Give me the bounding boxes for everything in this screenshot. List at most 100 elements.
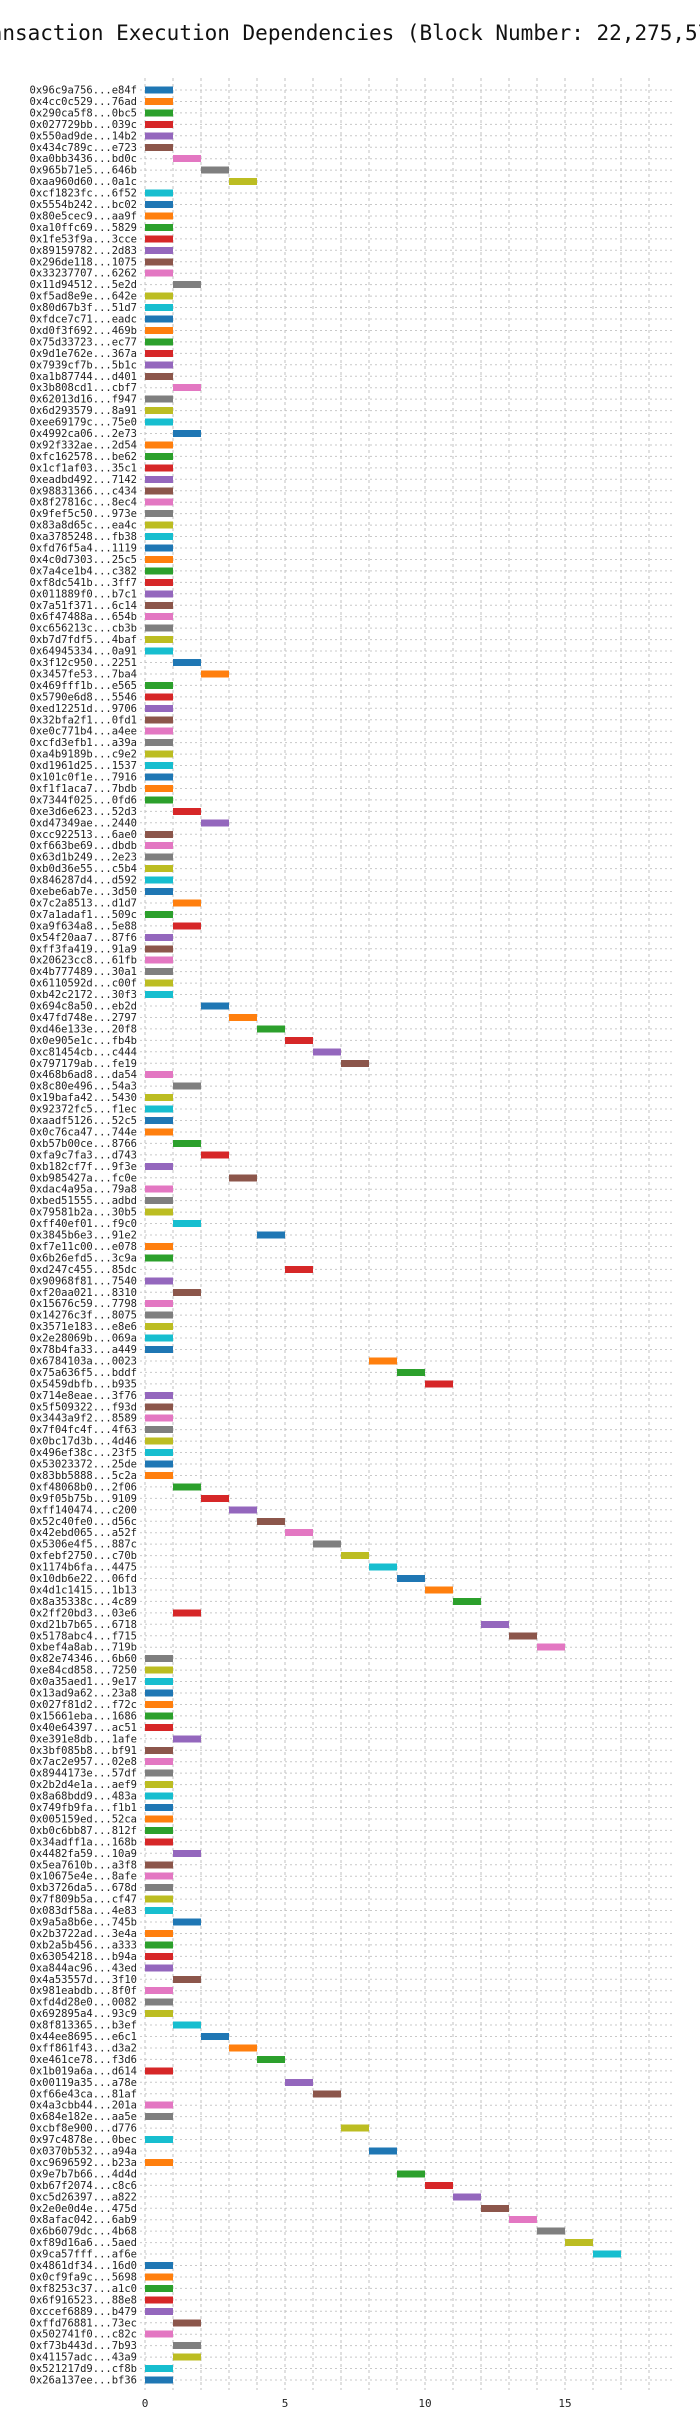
bar — [145, 910, 173, 918]
y-tick-label: 0xd47349ae...2440 — [30, 817, 137, 829]
y-tick-label: 0x5790e6d8...5546 — [30, 691, 137, 703]
bar — [173, 1849, 201, 1857]
bar — [145, 613, 173, 621]
bar — [145, 2136, 173, 2144]
y-tick-label: 0x749fb9fa...f1b1 — [30, 1802, 137, 1814]
y-tick-label: 0x7f04fc4f...4f63 — [30, 1424, 137, 1436]
y-tick-label: 0xe84cd858...7250 — [30, 1665, 137, 1677]
bar — [145, 567, 173, 575]
x-tick-label: 0 — [142, 2397, 149, 2410]
bar — [145, 681, 173, 689]
bar — [173, 659, 201, 666]
y-tick-label: 0xb67f2074...c8c6 — [30, 2180, 137, 2192]
bar — [145, 555, 173, 563]
bar — [173, 807, 201, 815]
bar — [145, 991, 173, 999]
y-tick-label: 0xb182cf7f...9f3e — [30, 1161, 137, 1173]
bar — [285, 2078, 313, 2086]
bar — [537, 1643, 565, 1651]
bar — [145, 326, 173, 334]
bar — [145, 349, 173, 357]
bar — [201, 670, 229, 678]
y-tick-label: 0x290ca5f8...0bc5 — [30, 107, 137, 119]
bar — [145, 1815, 173, 1823]
bar — [425, 1380, 453, 1388]
y-tick-label: 0xd1961d25...1537 — [30, 760, 137, 772]
y-tick-label: 0xffd76881...73ec — [30, 2317, 137, 2329]
bar — [145, 1689, 173, 1697]
horizontal-gridlines — [140, 89, 672, 2381]
bar — [145, 956, 173, 964]
y-tick-label: 0xf66e43ca...81af — [30, 2088, 137, 2100]
bar — [145, 201, 173, 208]
y-tick-label: 0x496ef38c...23f5 — [30, 1447, 137, 1459]
y-tick-label: 0x8f813365...b3ef — [30, 2020, 137, 2032]
bar — [145, 452, 173, 460]
bar — [481, 2204, 509, 2212]
bar — [145, 1185, 173, 1193]
bar — [145, 2376, 173, 2384]
y-tick-label: 0x965b71e5...646b — [30, 165, 137, 177]
bar — [145, 2113, 173, 2121]
y-tick-label: 0x8afac042...6ab9 — [30, 2214, 137, 2226]
bar — [145, 2101, 173, 2109]
y-tick-label: 0x53023372...25de — [30, 1459, 137, 1471]
bar — [145, 762, 173, 770]
y-tick-labels: 0x96c9a756...e84f0x4cc0c529...76ad0x290c… — [30, 85, 137, 2387]
bar — [145, 601, 173, 609]
bar — [145, 1242, 173, 1250]
y-tick-label: 0xe3d6e623...52d3 — [30, 806, 137, 818]
y-tick-label: 0x6b26efd5...3c9a — [30, 1252, 137, 1264]
y-tick-label: 0x5f509322...f93d — [30, 1401, 137, 1413]
y-tick-label: 0x692895a4...93c9 — [30, 2008, 137, 2020]
bar — [173, 1139, 201, 1147]
bar — [173, 899, 201, 907]
bar — [145, 1884, 173, 1892]
bar — [397, 1575, 425, 1582]
bar — [145, 2296, 173, 2304]
y-tick-label: 0x3845b6e3...91e2 — [30, 1230, 137, 1242]
y-tick-label: 0xfebf2750...c70b — [30, 1550, 137, 1562]
bar — [425, 2181, 453, 2189]
y-tick-label: 0x7a4ce1b4...c382 — [30, 565, 137, 577]
y-tick-label: 0xa0bb3436...bd0c — [30, 153, 137, 165]
bar — [145, 1907, 173, 1915]
y-tick-label: 0x92372fc5...f1ec — [30, 1104, 137, 1116]
bar — [145, 1655, 173, 1663]
y-tick-label: 0x981eabdb...8f0f — [30, 1985, 137, 1997]
y-tick-label: 0x3571e183...e8e6 — [30, 1321, 137, 1333]
y-tick-label: 0x9ca57fff...af6e — [30, 2249, 137, 2261]
bar — [145, 1746, 173, 1754]
y-tick-label: 0x4d1c1415...1b13 — [30, 1584, 137, 1596]
bar — [145, 1895, 173, 1903]
bar — [173, 922, 201, 930]
y-tick-label: 0xb0c6bb87...812f — [30, 1825, 137, 1837]
y-tick-label: 0xebe6ab7e...3d50 — [30, 886, 137, 898]
y-tick-label: 0x1cf1af03...35c1 — [30, 462, 137, 474]
bar — [453, 1597, 481, 1605]
y-tick-label: 0x44ee8695...e6c1 — [30, 2031, 137, 2043]
bar — [285, 1529, 313, 1537]
bar — [397, 2170, 425, 2178]
bar — [229, 178, 257, 186]
bar — [593, 2250, 621, 2258]
y-tick-label: 0xfd76f5a4...1119 — [30, 543, 137, 555]
bar — [145, 1826, 173, 1834]
y-tick-label: 0xa9f634a8...5e88 — [30, 920, 137, 932]
bar — [537, 2227, 565, 2235]
bar — [201, 819, 229, 827]
bar — [453, 2193, 481, 2201]
y-tick-label: 0x80d67b3f...51d7 — [30, 302, 137, 314]
y-tick-label: 0xcbf8e900...d776 — [30, 2123, 137, 2135]
y-tick-label: 0x19bafa42...5430 — [30, 1092, 137, 1104]
bar — [145, 1403, 173, 1411]
y-tick-label: 0x296de118...1075 — [30, 256, 137, 268]
y-tick-label: 0x83a8d65c...ea4c — [30, 520, 137, 532]
y-tick-label: 0x34adff1a...168b — [30, 1836, 137, 1848]
y-tick-label: 0x3bf085b8...bf91 — [30, 1745, 137, 1757]
bar — [145, 727, 173, 735]
bar — [201, 166, 229, 174]
y-tick-label: 0x40e64397...ac51 — [30, 1722, 137, 1734]
bar — [145, 1666, 173, 1674]
y-tick-label: 0x027729bb...039c — [30, 119, 137, 131]
